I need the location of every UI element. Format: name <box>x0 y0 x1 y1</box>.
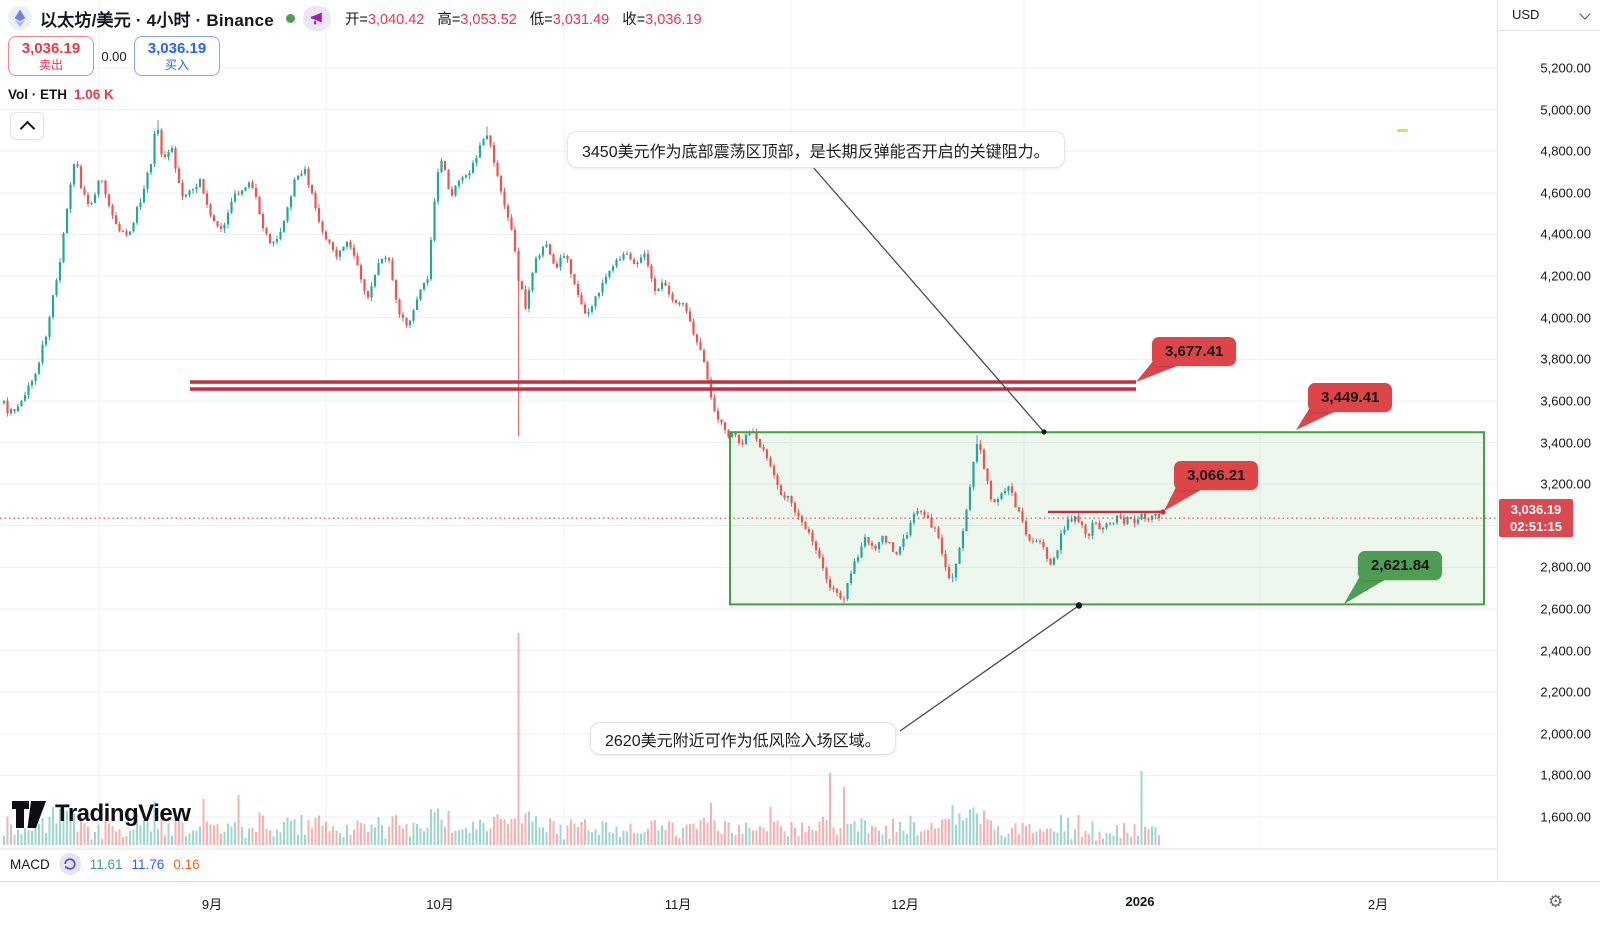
volume-legend[interactable]: Vol · ETH 1.06 K <box>8 87 114 102</box>
price-axis[interactable]: USD 3,036.19 02:51:15 5,200.00 5,000.00 4,… <box>1497 0 1600 881</box>
alert-megaphone-icon[interactable] <box>302 5 331 31</box>
axis-settings-gear-icon[interactable]: ⚙ <box>1548 892 1564 912</box>
macd-legend: MACD 11.61 11.76 0.16 <box>10 853 200 875</box>
spread-value: 0.00 <box>101 48 127 64</box>
trade-buttons: 3,036.19 卖出 0.00 3,036.19 买入 <box>8 36 220 76</box>
macd-value-3: 0.16 <box>173 856 200 872</box>
tradingview-logo[interactable]: TradingView <box>12 800 191 828</box>
time-tick: 2月 <box>1367 897 1389 912</box>
high-value: 3,053.52 <box>460 11 517 28</box>
price-callout-3449[interactable]: 3,449.41 <box>1308 383 1393 412</box>
macd-value-1: 11.61 <box>89 856 123 872</box>
price-tick: 2,600.00 <box>1540 601 1591 617</box>
price-callout-2621[interactable]: 2,621.84 <box>1358 551 1443 580</box>
current-price-value: 3,036.19 <box>1510 502 1562 518</box>
price-callout-3066[interactable]: 3,066.21 <box>1174 461 1259 490</box>
buy-button[interactable]: 3,036.19 买入 <box>134 36 220 76</box>
price-tick: 3,600.00 <box>1540 393 1591 409</box>
sell-label: 卖出 <box>38 58 63 72</box>
price-tick: 3,200.00 <box>1540 476 1591 492</box>
close-value: 3,036.19 <box>645 11 702 28</box>
chevron-up-icon <box>19 120 35 136</box>
ethereum-logo-icon <box>8 6 32 30</box>
time-tick: 2026 <box>1125 894 1155 909</box>
symbol-title[interactable]: 以太坊/美元 · 4小时 · Binance <box>40 10 274 30</box>
open-value: 3,040.42 <box>367 11 425 28</box>
time-axis[interactable]: ⚙ 9月 10月 11月 12月 2026 2月 <box>0 881 1600 939</box>
ohlc-readout: 开=3,040.42 高=3,053.52 低=3,031.49 收=3,036… <box>344 11 702 28</box>
price-tick: 1,600.00 <box>1540 809 1591 825</box>
legend-collapse-button[interactable] <box>10 112 44 140</box>
price-tick: 2,000.00 <box>1540 726 1591 742</box>
buy-price: 3,036.19 <box>147 40 207 57</box>
sell-button[interactable]: 3,036.19 卖出 <box>8 36 94 76</box>
price-callout-3677[interactable]: 3,677.41 <box>1152 337 1237 366</box>
time-tick: 11月 <box>664 897 692 912</box>
volume-label: Vol · ETH <box>8 87 67 102</box>
time-tick: 10月 <box>426 897 454 912</box>
time-tick: 12月 <box>891 897 919 912</box>
time-tick: 9月 <box>201 897 223 912</box>
price-tick: 3,800.00 <box>1540 351 1591 367</box>
price-tick: 3,400.00 <box>1540 435 1591 450</box>
annotation-resistance-note[interactable]: 3450美元作为底部震荡区顶部，是长期反弹能否开启的关键阻力。 <box>567 131 1065 168</box>
price-tick: 4,400.00 <box>1540 226 1591 242</box>
symbol-legend: 以太坊/美元 · 4小时 · Binance 开=3,040.42 高=3,05… <box>8 4 702 32</box>
price-tick: 2,400.00 <box>1540 643 1591 659</box>
price-tick: 2,200.00 <box>1540 684 1591 700</box>
price-tick: 4,600.00 <box>1540 185 1591 201</box>
currency-dropdown[interactable]: USD <box>1498 0 1600 31</box>
tradingview-logo-icon <box>12 800 46 828</box>
macd-value-2: 11.76 <box>131 856 165 872</box>
low-value: 3,031.49 <box>552 11 610 28</box>
chart-canvas[interactable] <box>0 0 1497 881</box>
volume-value: 1.06 K <box>74 87 114 102</box>
price-tick: 5,000.00 <box>1540 102 1591 118</box>
currency-label: USD <box>1512 7 1540 22</box>
sell-price: 3,036.19 <box>21 40 81 57</box>
buy-label: 买入 <box>164 58 189 72</box>
annotation-entry-note[interactable]: 2620美元附近可作为低风险入场区域。 <box>590 722 896 755</box>
price-tick: 5,200.00 <box>1540 60 1591 76</box>
tradingview-logo-text: TradingView <box>55 800 191 827</box>
candle-countdown: 02:51:15 <box>1509 519 1563 535</box>
current-price-badge: 3,036.19 02:51:15 <box>1499 499 1573 538</box>
price-tick: 2,800.00 <box>1540 559 1591 575</box>
market-status-dot-icon <box>285 13 295 23</box>
macd-refresh-icon[interactable] <box>58 853 81 875</box>
price-tick: 4,200.00 <box>1540 268 1591 284</box>
price-tick: 4,000.00 <box>1540 310 1591 326</box>
chevron-down-icon <box>1579 8 1591 20</box>
price-tick: 4,800.00 <box>1540 143 1591 159</box>
price-tick: 1,800.00 <box>1540 767 1591 783</box>
macd-label: MACD <box>10 856 50 872</box>
